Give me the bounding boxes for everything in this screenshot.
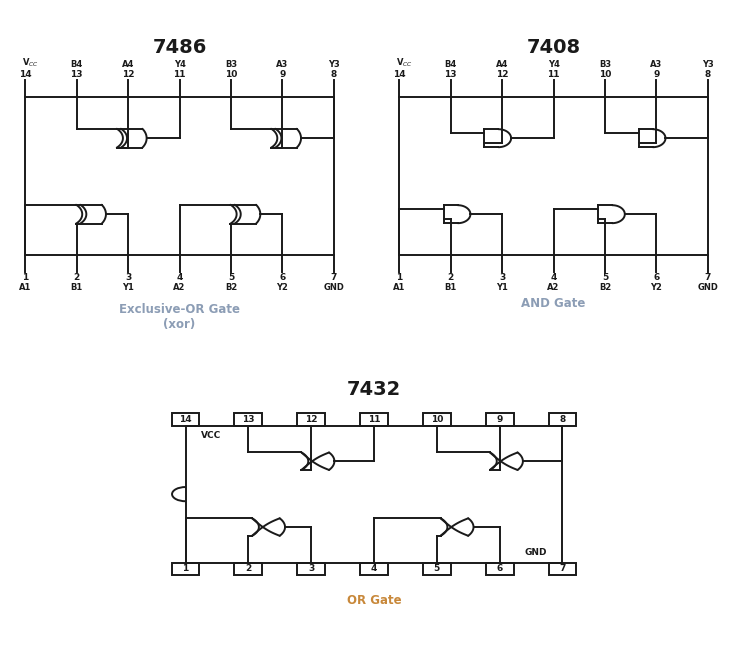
Text: 5: 5 <box>434 564 440 573</box>
Text: A4: A4 <box>122 60 134 69</box>
Text: 2: 2 <box>73 273 80 282</box>
Bar <box>25 97 334 256</box>
Text: 4: 4 <box>177 273 183 282</box>
Text: VCC: VCC <box>201 432 221 440</box>
Text: 8: 8 <box>705 70 711 79</box>
Text: 9: 9 <box>497 415 503 424</box>
Bar <box>360 563 388 575</box>
Text: Y3: Y3 <box>328 60 340 69</box>
Bar <box>171 563 200 575</box>
Text: 3: 3 <box>499 273 505 282</box>
Text: OR Gate: OR Gate <box>346 594 402 607</box>
Text: V$_{CC}$: V$_{CC}$ <box>396 56 413 69</box>
Text: 2: 2 <box>245 564 251 573</box>
Text: Y1: Y1 <box>496 283 508 292</box>
Bar <box>171 413 200 426</box>
Text: 14: 14 <box>19 70 31 79</box>
Text: A3: A3 <box>650 60 663 69</box>
Text: 7432: 7432 <box>347 380 401 399</box>
Text: A1: A1 <box>19 283 31 292</box>
Text: A2: A2 <box>174 283 186 292</box>
Text: 13: 13 <box>242 415 254 424</box>
Text: Exclusive-OR Gate
(xor): Exclusive-OR Gate (xor) <box>119 303 240 330</box>
Bar <box>548 413 577 426</box>
Text: 7: 7 <box>560 564 565 573</box>
Bar <box>423 563 451 575</box>
Text: 5: 5 <box>228 273 234 282</box>
Text: 12: 12 <box>305 415 317 424</box>
Bar <box>485 563 514 575</box>
Text: Y4: Y4 <box>174 60 186 69</box>
Text: AND Gate: AND Gate <box>521 297 586 310</box>
Text: 2: 2 <box>447 273 454 282</box>
Bar <box>548 563 577 575</box>
Bar <box>297 413 325 426</box>
Text: Y3: Y3 <box>702 60 714 69</box>
Text: GND: GND <box>524 547 547 557</box>
Text: V$_{CC}$: V$_{CC}$ <box>22 56 39 69</box>
Text: B2: B2 <box>599 283 611 292</box>
Text: 4: 4 <box>551 273 557 282</box>
Text: 11: 11 <box>548 70 560 79</box>
Text: 8: 8 <box>560 415 565 424</box>
Text: 8: 8 <box>331 70 337 79</box>
Bar <box>297 563 325 575</box>
Text: 14: 14 <box>393 70 405 79</box>
Text: Y1: Y1 <box>122 283 134 292</box>
Text: 9: 9 <box>279 70 286 79</box>
Text: B4: B4 <box>444 60 457 69</box>
Text: 7408: 7408 <box>527 38 580 57</box>
Text: A1: A1 <box>393 283 405 292</box>
Text: B1: B1 <box>444 283 457 292</box>
Text: 6: 6 <box>497 564 503 573</box>
Text: 3: 3 <box>308 564 314 573</box>
Text: 10: 10 <box>431 415 443 424</box>
Text: 6: 6 <box>279 273 286 282</box>
Text: Y2: Y2 <box>651 283 663 292</box>
Text: 11: 11 <box>174 70 186 79</box>
Text: 12: 12 <box>122 70 135 79</box>
Text: 7: 7 <box>705 273 711 282</box>
Text: 13: 13 <box>444 70 457 79</box>
Bar <box>399 97 708 256</box>
Text: 1: 1 <box>183 564 188 573</box>
Text: 10: 10 <box>599 70 611 79</box>
Text: B2: B2 <box>225 283 237 292</box>
Text: 14: 14 <box>180 415 191 424</box>
Text: GND: GND <box>323 283 344 292</box>
Text: 13: 13 <box>70 70 83 79</box>
Text: 3: 3 <box>125 273 131 282</box>
Bar <box>234 563 263 575</box>
Text: A4: A4 <box>496 60 508 69</box>
Text: 11: 11 <box>368 415 380 424</box>
Bar <box>360 413 388 426</box>
Text: 1: 1 <box>396 273 402 282</box>
Bar <box>423 413 451 426</box>
Bar <box>485 413 514 426</box>
Text: B4: B4 <box>70 60 83 69</box>
Text: GND: GND <box>697 283 718 292</box>
Text: 4: 4 <box>371 564 377 573</box>
Text: Y2: Y2 <box>277 283 289 292</box>
Text: B1: B1 <box>70 283 83 292</box>
Text: 7486: 7486 <box>153 38 206 57</box>
Text: 5: 5 <box>602 273 608 282</box>
Text: 12: 12 <box>496 70 509 79</box>
Bar <box>186 426 562 563</box>
Text: 1: 1 <box>22 273 28 282</box>
Text: 6: 6 <box>653 273 660 282</box>
Text: A3: A3 <box>276 60 289 69</box>
Text: B3: B3 <box>599 60 611 69</box>
Bar <box>234 413 263 426</box>
Text: B3: B3 <box>225 60 237 69</box>
Text: 10: 10 <box>225 70 237 79</box>
Text: Y4: Y4 <box>548 60 560 69</box>
Text: A2: A2 <box>548 283 560 292</box>
Text: 9: 9 <box>653 70 660 79</box>
Text: 7: 7 <box>331 273 337 282</box>
